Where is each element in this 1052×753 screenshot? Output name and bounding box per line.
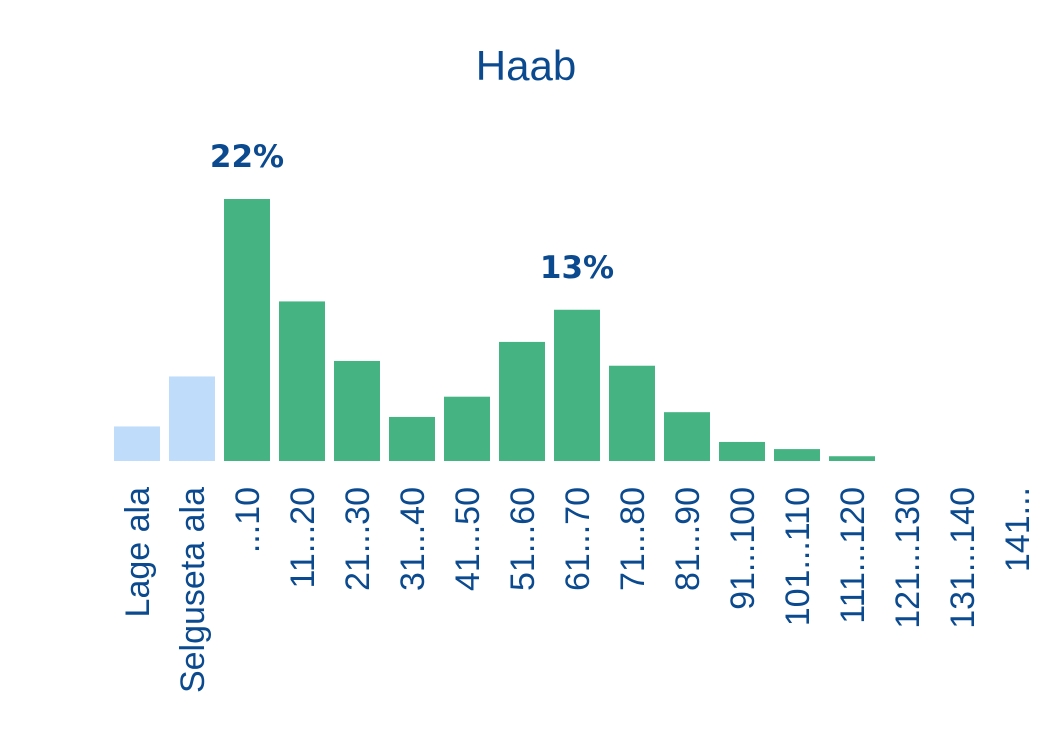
x-tick-label-12: 101...110 — [779, 487, 817, 626]
x-tick-label-4: 21...30 — [339, 487, 377, 591]
bar-13 — [829, 456, 875, 461]
bar-2 — [224, 199, 270, 461]
bar-12 — [774, 449, 820, 461]
x-tick-label-3: 11...20 — [284, 487, 322, 588]
x-tick-label-11: 91...100 — [724, 487, 762, 610]
x-tick-label-0: Lage ala — [119, 487, 157, 618]
x-tick-label-10: 81...90 — [669, 487, 707, 591]
bar-4 — [334, 360, 380, 461]
x-tick-labels: Lage ala Selguseta ala ...10 11...20 21...30… — [119, 487, 1037, 693]
chart-title: Haab — [476, 42, 576, 89]
x-tick-label-9: 71...80 — [614, 487, 652, 591]
data-label-0: 22% — [210, 139, 284, 175]
x-tick-label-2: ...10 — [229, 487, 267, 553]
x-tick-label-15: 131...140 — [944, 487, 982, 629]
bar-3 — [279, 301, 325, 461]
data-labels: 22% 13% — [210, 139, 614, 286]
bar-10 — [664, 412, 710, 461]
bar-7 — [499, 341, 545, 461]
data-label-1: 13% — [540, 250, 614, 286]
x-tick-label-6: 41...50 — [449, 487, 487, 591]
bar-0 — [114, 426, 160, 461]
bar-6 — [444, 396, 490, 461]
x-tick-label-5: 31...40 — [394, 487, 432, 591]
x-tick-label-8: 61...70 — [559, 487, 597, 591]
bar-9 — [609, 365, 655, 461]
bar-11 — [719, 441, 765, 461]
x-tick-label-14: 121...130 — [889, 487, 927, 629]
x-tick-label-13: 111...120 — [834, 487, 872, 624]
bar-8 — [554, 309, 600, 461]
bars-group — [114, 199, 875, 461]
x-tick-label-16: 141... — [999, 487, 1037, 572]
bar-1 — [169, 376, 215, 461]
x-tick-label-7: 51...60 — [504, 487, 542, 591]
x-tick-label-1: Selguseta ala — [174, 487, 212, 693]
bar-5 — [389, 416, 435, 461]
